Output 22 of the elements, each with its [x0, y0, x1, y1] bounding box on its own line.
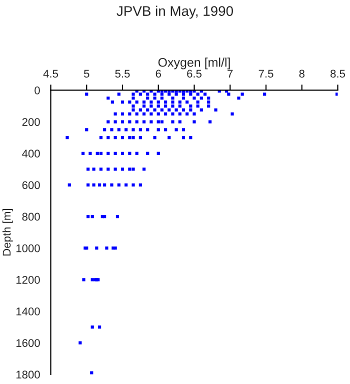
- y-tick-label: 600: [22, 181, 40, 190]
- x-tick-label: 8.5: [330, 70, 346, 78]
- x-tick-label: 7: [228, 70, 233, 78]
- x-tick-label: 5: [84, 70, 90, 78]
- x-tick-label: 8: [299, 70, 304, 78]
- y-tick-label: 0: [34, 86, 40, 94]
- x-tick-label: 4.5: [43, 70, 58, 78]
- y-tick-label: 1000: [16, 244, 40, 252]
- y-tick-label: 400: [22, 150, 40, 158]
- x-tick-label: 6.5: [187, 70, 202, 78]
- y-tick-label: 1600: [16, 339, 40, 347]
- y-axis-title: Depth [m]: [2, 209, 13, 256]
- x-tick-label: 7.5: [258, 70, 274, 78]
- y-tick-label: 200: [22, 118, 40, 126]
- chart-title: JPVB in May, 1990: [116, 6, 234, 19]
- x-tick-label: 6: [156, 70, 161, 78]
- y-tick-label: 800: [22, 212, 40, 221]
- x-tick-label: 5.5: [115, 70, 130, 78]
- y-tick-label: 1400: [16, 308, 40, 316]
- y-tick-label: 1800: [16, 370, 40, 379]
- x-axis-title: Oxygen [ml/l]: [158, 58, 230, 70]
- y-tick-label: 1200: [16, 276, 40, 284]
